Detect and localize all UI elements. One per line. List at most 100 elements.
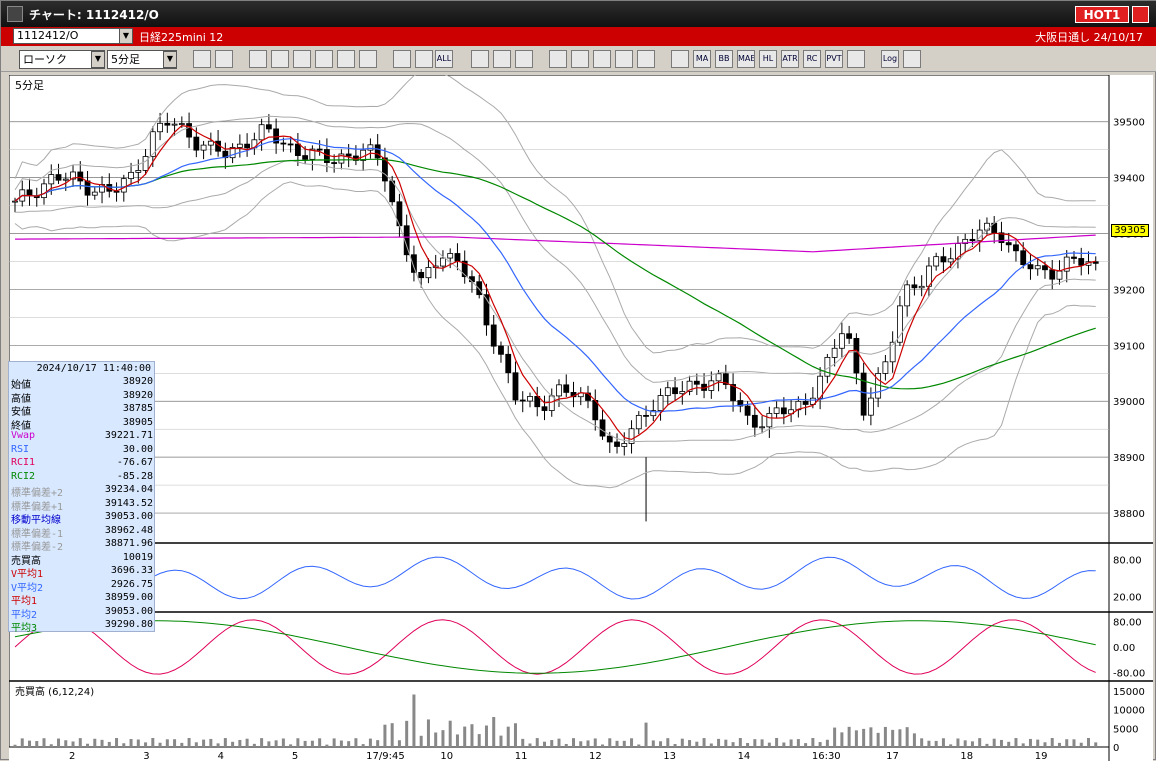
volume-bar — [35, 741, 39, 747]
volume-bar — [20, 738, 24, 747]
toolbar-button-25[interactable]: ATR — [781, 50, 799, 68]
candle-body — [831, 347, 838, 358]
toolbar-button-6[interactable] — [315, 50, 333, 68]
info-value: 38962.48 — [104, 524, 153, 536]
toolbar-button-27[interactable]: PVT — [825, 50, 843, 68]
volume-bar — [949, 744, 953, 747]
toolbar-button-15[interactable] — [549, 50, 567, 68]
toolbar-button-21[interactable]: MA — [693, 50, 711, 68]
toolbar-button-5[interactable] — [293, 50, 311, 68]
time-tick-label: 10 — [440, 751, 453, 761]
candle-body — [751, 414, 758, 428]
toolbar-button-17[interactable] — [593, 50, 611, 68]
rsi-line — [14, 556, 1096, 600]
info-value: 38959.00 — [104, 592, 153, 603]
candle-body — [679, 391, 686, 395]
ma-long-line — [14, 158, 1096, 390]
chart-type-dropdown-icon[interactable]: ▼ — [91, 51, 105, 68]
volume-bar — [42, 738, 46, 747]
info-key: V平均1 — [11, 569, 44, 580]
toolbar-button-2[interactable] — [215, 50, 233, 68]
toolbar-button-16[interactable] — [571, 50, 589, 68]
period-dropdown-icon[interactable]: ▼ — [163, 51, 177, 68]
toolbar-button-7[interactable] — [337, 50, 355, 68]
candle-body — [186, 123, 192, 138]
toolbar-button-18[interactable] — [615, 50, 633, 68]
toolbar-button-28[interactable] — [847, 50, 865, 68]
toolbar-button-19[interactable] — [637, 50, 655, 68]
toolbar-button-24[interactable]: HL — [759, 50, 777, 68]
volume-bar — [753, 739, 757, 747]
candle-body — [686, 380, 693, 392]
volume-bar — [13, 744, 17, 747]
toolbar-button-13[interactable] — [493, 50, 511, 68]
volume-bar — [963, 740, 967, 747]
close-icon[interactable] — [1132, 6, 1149, 23]
toolbar-button-9[interactable] — [393, 50, 411, 68]
chart-canvas[interactable]: 5分足3950039400393003920039100390003890038… — [9, 75, 1153, 761]
toolbar-button-3[interactable] — [249, 50, 267, 68]
toolbar-button-10[interactable] — [415, 50, 433, 68]
candle-body — [693, 380, 700, 385]
rci-tick-label: 0.00 — [1113, 643, 1135, 654]
volume-bar — [78, 738, 82, 747]
candle-body — [1063, 256, 1070, 272]
symbol-dropdown-icon[interactable]: ▼ — [119, 28, 133, 44]
volume-bar — [383, 724, 387, 747]
candle-body — [157, 122, 163, 133]
toolbar-button-8[interactable] — [359, 50, 377, 68]
toolbar-button-11[interactable]: ALL — [435, 50, 453, 68]
volume-bar — [1065, 739, 1069, 747]
info-key: 平均2 — [11, 609, 38, 621]
volume-bar — [376, 740, 380, 747]
market-info: 大阪日通し 24/10/17 — [1035, 29, 1143, 45]
bollinger-lower1 — [15, 159, 1096, 443]
info-key: 移動平均線 — [11, 515, 61, 526]
volume-bar — [49, 744, 53, 747]
info-value: 38905 — [122, 416, 153, 428]
volume-bar — [1021, 743, 1025, 747]
info-value: 3696.33 — [110, 565, 153, 576]
candle-body — [41, 183, 47, 199]
candle-body — [621, 443, 628, 447]
hot-button[interactable]: HOT1 — [1075, 6, 1129, 23]
toolbar-button-23[interactable]: MAE — [737, 50, 755, 68]
toolbar-button-30[interactable] — [903, 50, 921, 68]
candle-body — [77, 171, 84, 182]
toolbar-button-29[interactable]: Log — [881, 50, 899, 68]
chart-area[interactable]: 5分足3950039400393003920039100390003890038… — [9, 75, 1153, 761]
volume-bar — [492, 717, 496, 747]
chart-app-icon — [7, 6, 23, 22]
toolbar-button-4[interactable] — [271, 50, 289, 68]
candle-body — [889, 341, 896, 363]
symbol-input[interactable]: 1112412/O — [13, 28, 121, 44]
info-key: RCI2 — [11, 470, 36, 482]
candle-body — [512, 372, 519, 401]
candle-body — [730, 384, 736, 401]
time-tick-label: 5 — [292, 751, 298, 761]
volume-bar — [528, 743, 532, 747]
period-select[interactable]: 5分足 — [107, 50, 177, 69]
toolbar-button-12[interactable] — [471, 50, 489, 68]
candle-body — [309, 148, 316, 160]
info-row: RSI 30.00 — [11, 444, 154, 457]
info-key: RCI1 — [11, 457, 36, 468]
toolbar-button-26[interactable]: RC — [803, 50, 821, 68]
candle-body — [1071, 256, 1077, 259]
info-row: Vwap 39221.71 — [11, 430, 154, 443]
info-row: RCI2 -85.28 — [11, 471, 154, 484]
toolbar-button-14[interactable] — [515, 50, 533, 68]
info-row: 安値 38785 — [11, 403, 154, 418]
candle-body — [933, 256, 940, 267]
volume-bar — [419, 735, 423, 747]
time-tick-label: 18 — [960, 751, 973, 761]
toolbar-button-20[interactable] — [671, 50, 689, 68]
toolbar-button-1[interactable] — [193, 50, 211, 68]
toolbar-button-22[interactable]: BB — [715, 50, 733, 68]
candle-body — [367, 144, 374, 151]
candle-body — [280, 142, 287, 145]
candle-body — [294, 143, 301, 156]
chart-type-select[interactable]: ローソク — [19, 50, 105, 69]
candle-body — [302, 155, 309, 160]
current-price-label: 39305 — [1111, 223, 1149, 237]
